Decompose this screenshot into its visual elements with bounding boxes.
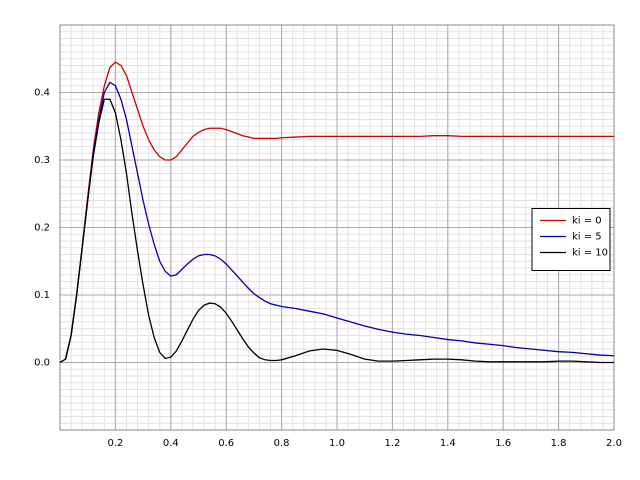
y-tick-label: 0.0 bbox=[34, 358, 50, 369]
series-line bbox=[59, 81, 615, 364]
x-tick-label: 1.8 bbox=[551, 438, 567, 449]
x-tick-label: 2.0 bbox=[606, 438, 622, 449]
legend-box bbox=[531, 208, 611, 271]
x-tick-label: 0.2 bbox=[107, 438, 123, 449]
series-line bbox=[59, 61, 614, 364]
plot-frame bbox=[59, 24, 615, 431]
x-tick-label: 0.6 bbox=[218, 438, 234, 449]
y-tick-label: 0.2 bbox=[34, 223, 50, 234]
x-tick-label: 1.2 bbox=[384, 438, 400, 449]
x-tick-label: 1.6 bbox=[495, 438, 511, 449]
x-tick-label: 1.4 bbox=[440, 438, 456, 449]
legend-label: ki = 10 bbox=[572, 248, 608, 259]
y-tick-label: 0.4 bbox=[34, 88, 50, 99]
legend-label: ki = 5 bbox=[572, 232, 602, 243]
y-tick-label: 0.3 bbox=[34, 155, 50, 166]
x-tick-label: 0.8 bbox=[274, 438, 290, 449]
x-tick-label: 1.0 bbox=[329, 438, 345, 449]
x-tick-label: 0.4 bbox=[163, 438, 179, 449]
y-tick-label: 0.1 bbox=[34, 290, 50, 301]
legend-label: ki = 0 bbox=[572, 216, 602, 227]
series-line bbox=[59, 98, 614, 364]
